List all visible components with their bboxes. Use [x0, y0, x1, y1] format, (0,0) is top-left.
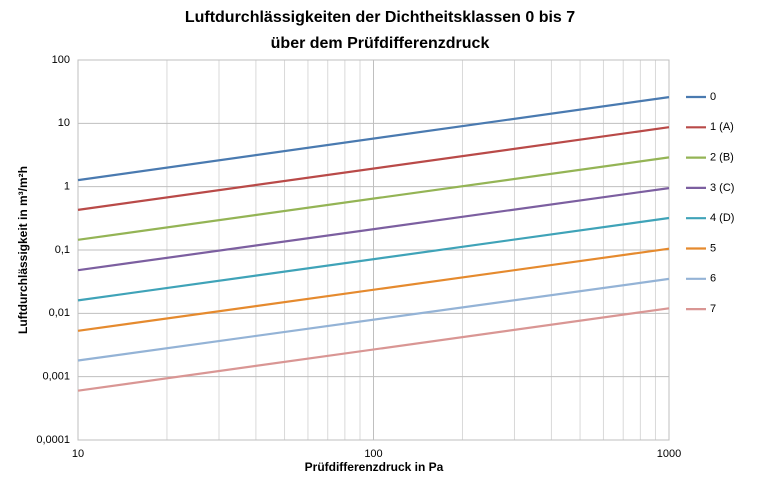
legend-label: 4 (D): [710, 212, 734, 224]
series-line: [77, 307, 670, 392]
chart-title: Luftdurchlässigkeiten der Dichtheitsklas…: [185, 9, 575, 26]
series-line: [77, 156, 670, 241]
series-line: [77, 216, 670, 302]
x-tick-label: 1000: [657, 448, 681, 460]
plot-frame: [77, 59, 670, 441]
y-tick-label: 0,1: [55, 244, 70, 256]
legend-label: 3 (C): [710, 182, 734, 194]
legend-label: 1 (A): [710, 121, 734, 133]
x-axis-label: Prüfdifferenzdruck in Pa: [305, 460, 444, 474]
series-line: [77, 187, 670, 272]
y-tick-label: 0,001: [42, 371, 70, 383]
y-tick-label: 0,01: [49, 307, 70, 319]
legend-label: 7: [710, 303, 716, 315]
x-tick-label: 10: [72, 448, 84, 460]
x-tick-label: 100: [364, 448, 382, 460]
chart-title: über dem Prüfdifferenzdruck: [271, 35, 490, 52]
y-tick-label: 10: [58, 117, 70, 129]
series-line: [77, 277, 670, 362]
legend-label: 6: [710, 273, 716, 285]
series-line: [77, 96, 670, 182]
y-tick-label: 1: [64, 181, 70, 193]
legend-label: 2 (B): [710, 152, 734, 164]
legend-label: 5: [710, 242, 716, 254]
series-line: [77, 247, 670, 332]
y-tick-label: 100: [52, 54, 70, 66]
y-axis-label: Luftdurchlässigkeit in m³/m²h: [16, 166, 30, 334]
y-tick-label: 0,0001: [36, 434, 70, 446]
series-line: [77, 126, 670, 211]
legend-label: 0: [710, 91, 716, 103]
